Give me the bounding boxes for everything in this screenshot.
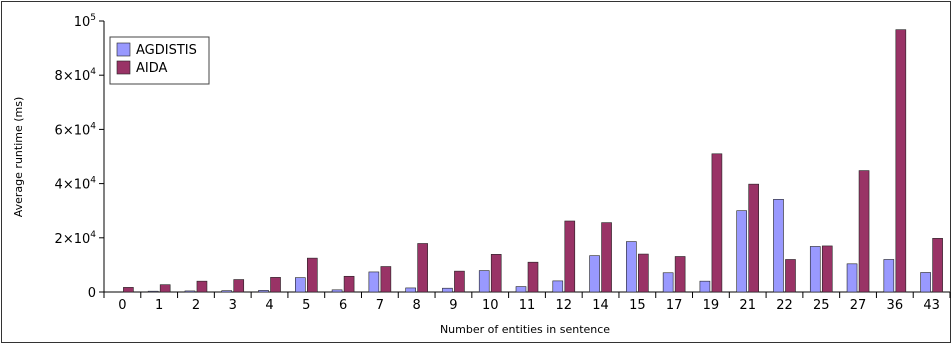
- x-tick-label: 10: [482, 298, 499, 313]
- bar-agdistis: [920, 272, 931, 293]
- x-tick-label: 27: [850, 298, 867, 313]
- y-tick-label: 8×104: [55, 67, 97, 84]
- x-tick-label: 21: [739, 298, 756, 313]
- bar-agdistis: [442, 287, 453, 293]
- x-tick-label: 15: [629, 298, 646, 313]
- bar-agdistis: [662, 272, 674, 293]
- y-axis-title: Average runtime (ms): [12, 97, 25, 218]
- bar-aida: [490, 254, 502, 293]
- bar-agdistis: [221, 290, 233, 293]
- bar-aida: [601, 222, 612, 293]
- x-axis-title: Number of entities in sentence: [440, 323, 610, 336]
- bar-aida: [527, 261, 539, 293]
- legend-swatch: [116, 60, 131, 75]
- bar-agdistis: [405, 287, 416, 293]
- bar-agdistis: [773, 199, 784, 293]
- x-tick-label: 6: [339, 298, 347, 313]
- y-tick-label: 2×104: [55, 230, 97, 247]
- bar-agdistis: [258, 290, 269, 293]
- x-tick-label: 3: [229, 298, 237, 313]
- x-tick-label: 14: [592, 298, 609, 313]
- bar-aida: [159, 284, 171, 293]
- x-tick-label: 7: [376, 298, 384, 313]
- legend-label: AIDA: [136, 61, 168, 76]
- x-tick-label: 36: [887, 298, 904, 313]
- y-tick-label: 4×104: [55, 176, 97, 193]
- bar-agdistis: [589, 255, 600, 293]
- x-tick-label: 5: [302, 298, 310, 313]
- bar-aida: [417, 243, 428, 293]
- x-tick-label: 12: [556, 298, 573, 313]
- bar-aida: [711, 153, 723, 293]
- bar-agdistis: [736, 210, 747, 293]
- x-tick-label: 9: [449, 298, 457, 313]
- bar-aida: [858, 170, 870, 293]
- bar-aida: [674, 256, 686, 293]
- x-tick-label: 1: [155, 298, 163, 313]
- bar-agdistis: [552, 280, 564, 293]
- bar-aida: [564, 220, 576, 293]
- bar-agdistis: [184, 290, 196, 293]
- bar-aida: [932, 238, 943, 293]
- bar-agdistis: [699, 280, 711, 293]
- bar-aida: [748, 183, 759, 293]
- x-tick-label: 8: [413, 298, 421, 313]
- x-tick-label: 25: [813, 298, 830, 313]
- x-tick-label: 2: [192, 298, 200, 313]
- bar-aida: [343, 275, 355, 293]
- legend-swatch: [116, 42, 131, 57]
- x-tick-label: 4: [265, 298, 273, 313]
- bar-aida: [785, 259, 796, 293]
- x-tick-label: 0: [118, 298, 126, 313]
- bar-agdistis: [147, 290, 159, 293]
- bar-agdistis: [883, 259, 895, 293]
- bar-aida: [638, 253, 649, 293]
- bar-aida: [454, 270, 465, 293]
- x-tick-label: 19: [703, 298, 720, 313]
- legend: AGDISTIS AIDA: [109, 36, 210, 85]
- bar-agdistis: [846, 263, 858, 293]
- bar-agdistis: [515, 286, 527, 293]
- y-axis-title-group: Average runtime (ms): [12, 97, 25, 218]
- bar-aida: [380, 266, 392, 293]
- x-tick-label: 22: [776, 298, 793, 313]
- y-tick-label: 6×104: [55, 121, 97, 138]
- bar-aida: [307, 257, 318, 293]
- bar-aida: [895, 29, 907, 293]
- x-tick-label: 17: [666, 298, 683, 313]
- bar-agdistis: [478, 270, 490, 293]
- bar-aida: [270, 277, 281, 293]
- x-tick-label: 11: [519, 298, 536, 313]
- y-tick-label: 105: [74, 13, 96, 30]
- y-tick-label: 0: [88, 286, 96, 301]
- bar-aida: [233, 279, 245, 293]
- bar-agdistis: [331, 289, 343, 293]
- bar-aida: [123, 287, 134, 293]
- bar-aida: [196, 280, 208, 293]
- bar-agdistis: [368, 271, 380, 293]
- bar-agdistis: [295, 277, 306, 293]
- legend-label: AGDISTIS: [136, 43, 197, 58]
- bar-agdistis: [809, 246, 821, 293]
- x-tick-label: 43: [923, 298, 940, 313]
- bar-agdistis: [626, 241, 637, 293]
- bar-aida: [821, 245, 833, 293]
